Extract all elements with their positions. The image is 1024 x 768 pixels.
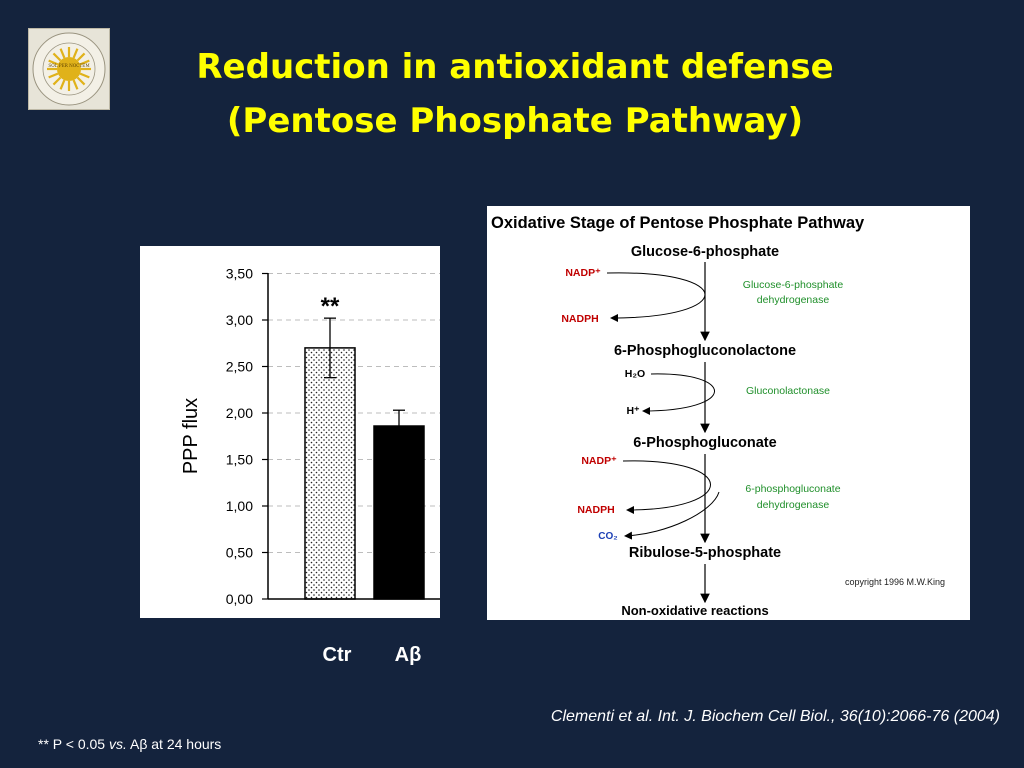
sun-ray	[48, 72, 59, 79]
compound-non-oxidative-reactions: Non-oxidative reactions	[621, 603, 768, 618]
slide-title: Reduction in antioxidant defense (Pentos…	[130, 40, 900, 148]
sun-ray	[79, 59, 90, 66]
title-line-2: (Pentose Phosphate Pathway)	[226, 101, 804, 141]
step3-cofactor-out: NADPH	[577, 504, 614, 516]
sun-ray	[48, 59, 59, 66]
y-tick-label: 1,50	[226, 452, 253, 468]
y-tick-label: 0,50	[226, 545, 253, 561]
logo-motto: SOL PER NOCTEM	[48, 63, 90, 68]
sun-ray	[72, 48, 79, 59]
bar-chart: ** 0,00 0,50 1,00 1,50 2,00 2,50 3,00 3,50 PPP …	[140, 246, 440, 618]
university-logo: SOL PER NOCTEM	[28, 28, 110, 110]
step3-cofactor-in: NADP⁺	[581, 455, 617, 467]
step1-cofactor-arrow	[606, 272, 706, 322]
y-tick-label: 3,50	[226, 266, 253, 282]
bar-0	[304, 347, 356, 600]
significance-marker: **	[321, 293, 340, 320]
sun-icon	[47, 47, 91, 91]
sun-ray	[79, 72, 90, 79]
compound-6-phosphogluconate: 6-Phosphogluconate	[633, 435, 776, 451]
step1-cofactor-out: NADPH	[561, 313, 598, 325]
sun-ray	[59, 79, 66, 90]
sun-ray	[76, 52, 86, 62]
x-tick-label-abeta: Aβ	[394, 644, 422, 666]
step3-enzyme-line2: dehydrogenase	[757, 499, 830, 511]
compound-6-phosphogluconolactone: 6-Phosphogluconolactone	[614, 343, 796, 359]
footnote-vs: vs.	[108, 736, 127, 752]
y-tick-label: 3,00	[226, 312, 253, 328]
y-tick-label: 2,50	[226, 359, 253, 375]
significance-footnote: ** P < 0.05 vs. Aβ at 24 hours	[38, 736, 221, 752]
step2-cofactor-out: H⁺	[626, 405, 640, 417]
sun-ray	[59, 48, 66, 59]
step3-cofactor-arrow	[622, 460, 711, 514]
step2-cofactor-arrow	[642, 373, 715, 415]
y-tick-label: 1,00	[226, 498, 253, 514]
x-tick-label-ctr: Ctr	[322, 644, 352, 666]
copyright-note: copyright 1996 M.W.King	[845, 577, 945, 587]
compound-glucose-6-phosphate: Glucose-6-phosphate	[631, 244, 779, 260]
step2-enzyme: Gluconolactonase	[746, 385, 830, 397]
y-axis-label: PPP flux	[180, 398, 202, 474]
sun-ray	[72, 79, 79, 90]
step1-cofactor-in: NADP⁺	[565, 267, 601, 279]
step3-co2: CO₂	[598, 531, 617, 542]
sun-ray	[52, 52, 62, 62]
sun-ray	[76, 76, 86, 86]
compound-ribulose-5-phosphate: Ribulose-5-phosphate	[629, 545, 781, 561]
footnote-prefix: ** P < 0.05	[38, 736, 109, 752]
bar-1	[373, 425, 425, 600]
step3-co2-arrow	[624, 491, 720, 540]
sun-ray	[52, 76, 62, 86]
y-tick-label: 0,00	[226, 591, 253, 607]
pathway-diagram: Oxidative Stage of Pentose Phosphate Pat…	[487, 206, 970, 620]
step2-cofactor-in: H₂O	[625, 368, 645, 380]
step1-enzyme-line1: Glucose-6-phosphate	[743, 279, 844, 291]
title-line-1: Reduction in antioxidant defense	[196, 47, 834, 87]
step1-enzyme-line2: dehydrogenase	[757, 294, 830, 306]
footnote-suffix: Aβ at 24 hours	[126, 736, 222, 752]
y-tick-label: 2,00	[226, 405, 253, 421]
pathway-title: Oxidative Stage of Pentose Phosphate Pat…	[491, 214, 865, 232]
citation: Clementi et al. Int. J. Biochem Cell Bio…	[550, 708, 1000, 725]
step3-enzyme-line1: 6-phosphogluconate	[745, 483, 840, 495]
